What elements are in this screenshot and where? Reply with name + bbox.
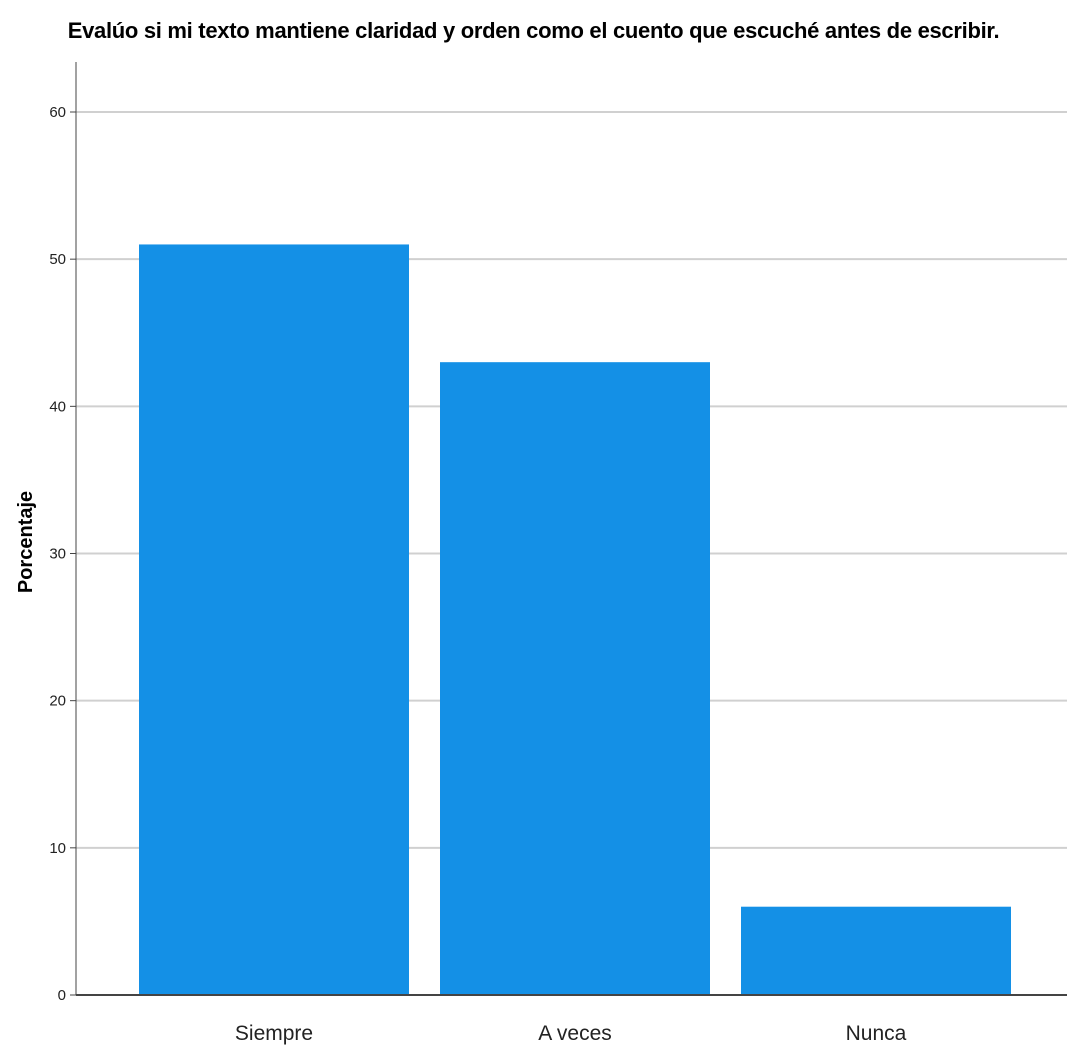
y-tick-labels: 0 10 20 30 40 50 60 — [49, 104, 76, 1004]
chart-title: Evalúo si mi texto mantiene claridad y o… — [67, 18, 1000, 43]
y-axis-label: Porcentaje — [15, 491, 37, 593]
x-tick-label: A veces — [538, 1022, 612, 1045]
y-tick-label: 40 — [49, 398, 66, 415]
y-tick-label: 0 — [58, 987, 66, 1004]
y-tick-label: 30 — [49, 546, 66, 563]
bar-nunca — [741, 906, 1011, 995]
y-tick-label: 50 — [49, 251, 66, 268]
x-tick-labels: Siempre A veces Nunca — [235, 1022, 907, 1045]
y-tick-label: 60 — [49, 104, 66, 121]
bars — [139, 244, 1011, 995]
y-tick-label: 10 — [49, 840, 66, 857]
y-tick-label: 20 — [49, 693, 66, 710]
x-tick-label: Nunca — [846, 1022, 907, 1045]
x-tick-label: Siempre — [235, 1022, 313, 1045]
bar-siempre — [139, 244, 409, 995]
bar-a-veces — [440, 362, 710, 995]
